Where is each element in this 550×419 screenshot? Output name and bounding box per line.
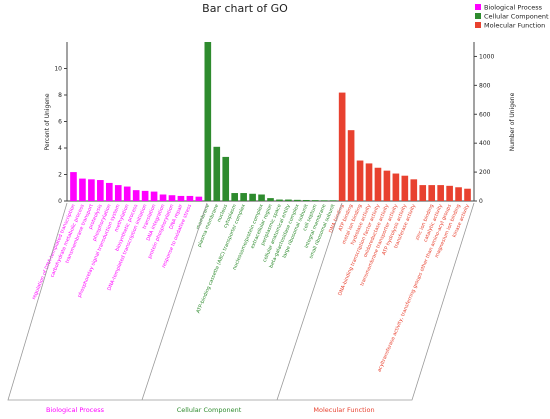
left-tick-label: 10 (54, 66, 62, 73)
right-y-axis-label: Number of Unigene (509, 92, 516, 151)
bar-biological-process-12 (168, 195, 176, 201)
group-label-cellular-component: Cellular Component (177, 406, 242, 414)
bar-cellular-component-3 (222, 156, 230, 201)
bar-cellular-component-8 (267, 198, 274, 201)
bar-molecular-function-7 (392, 173, 400, 201)
right-tick-label: 0 (479, 198, 483, 205)
bar-cellular-component-6 (249, 193, 256, 201)
bar-molecular-function-11 (428, 185, 436, 201)
bar-molecular-function-6 (383, 170, 391, 201)
bar-biological-process-3 (88, 179, 95, 201)
right-tick-label: 800 (479, 82, 491, 89)
bar-molecular-function-5 (374, 167, 382, 201)
bars (70, 42, 471, 201)
legend-swatch-cellular-component (475, 13, 481, 19)
legend-label-cellular-component: Cellular Component (484, 13, 549, 21)
bar-cellular-component-13 (311, 200, 319, 201)
bar-cellular-component-1 (204, 42, 212, 201)
left-y-ticks: 0 2 4 6 8 10 (54, 66, 67, 205)
bar-molecular-function-3 (356, 160, 364, 201)
left-tick-label: 0 (58, 198, 62, 205)
right-y-ticks: 0 200 400 600 800 1000 (474, 53, 494, 205)
bar-cellular-component-10 (285, 199, 292, 201)
bar-biological-process-14 (186, 195, 194, 201)
bar-molecular-function-1 (338, 92, 346, 201)
chart-title: Bar chart of GO (202, 2, 288, 15)
bar-biological-process-13 (177, 195, 185, 201)
group-brackets (7, 202, 475, 401)
right-tick-label: 200 (479, 169, 491, 176)
bar-cellular-component-9 (276, 199, 283, 201)
category-labels: regulation of DNA-templated transcriptio… (31, 203, 471, 374)
bar-cellular-component-15 (329, 200, 337, 201)
bar-biological-process-5 (105, 182, 113, 201)
bar-molecular-function-2 (347, 130, 355, 201)
bar-molecular-function-14 (455, 187, 462, 201)
bar-cellular-component-4 (231, 193, 238, 201)
left-tick-label: 2 (58, 172, 62, 179)
left-y-axis-label: Percent of Unigene (44, 93, 51, 150)
bar-cellular-component-12 (303, 199, 310, 201)
bar-biological-process-11 (159, 194, 167, 201)
right-tick-label: 400 (479, 140, 491, 147)
legend-label-biological-process: Biological Process (484, 4, 543, 12)
bar-cellular-component-11 (294, 199, 301, 201)
bar-biological-process-8 (132, 190, 140, 201)
bar-biological-process-4 (97, 180, 104, 201)
bar-cellular-component-7 (258, 194, 265, 201)
bar-cellular-component-2 (213, 146, 221, 201)
bar-biological-process-15 (195, 196, 203, 201)
bar-molecular-function-15 (464, 188, 471, 201)
bar-molecular-function-8 (401, 175, 409, 201)
group-label-molecular-function: Molecular Function (313, 406, 374, 414)
legend: Biological Process Cellular Component Mo… (475, 4, 549, 30)
right-tick-label: 600 (479, 111, 491, 118)
group-label-biological-process: Biological Process (46, 406, 105, 414)
bar-molecular-function-13 (446, 185, 453, 201)
bar-molecular-function-9 (410, 179, 418, 201)
bar-molecular-function-4 (365, 163, 373, 201)
legend-swatch-molecular-function (475, 22, 481, 28)
left-tick-label: 6 (58, 119, 62, 126)
group-labels: Biological Process Cellular Component Mole… (46, 406, 375, 414)
legend-swatch-biological-process (475, 4, 481, 10)
bar-cellular-component-5 (240, 193, 247, 201)
bar-molecular-function-10 (419, 185, 427, 201)
left-tick-label: 8 (58, 92, 62, 99)
group-bracket-lines (7, 202, 475, 401)
legend-label-molecular-function: Molecular Function (484, 22, 545, 30)
bar-biological-process-7 (123, 186, 131, 201)
bar-biological-process-6 (114, 185, 122, 201)
bar-biological-process-1 (70, 172, 77, 201)
bar-biological-process-9 (141, 190, 149, 201)
bar-molecular-function-12 (437, 185, 444, 201)
left-tick-label: 4 (58, 145, 62, 152)
bar-biological-process-10 (150, 191, 158, 201)
bar-biological-process-2 (79, 178, 86, 201)
right-tick-label: 1000 (479, 53, 494, 60)
bar-cellular-component-14 (320, 200, 328, 201)
